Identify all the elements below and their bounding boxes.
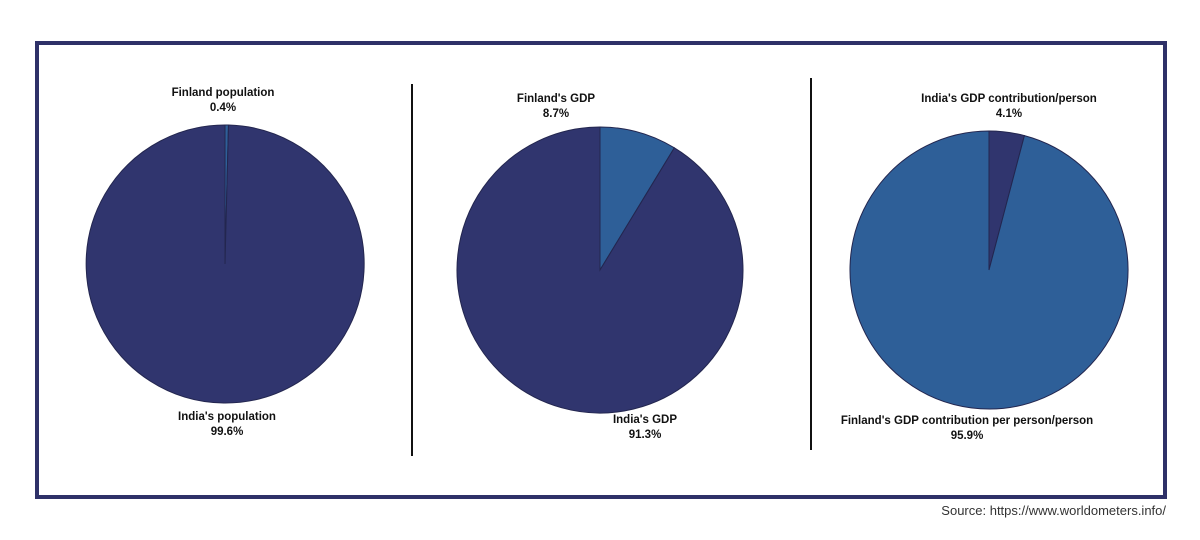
pie-3-value-1: 4.1% <box>996 108 1022 120</box>
pie-2-value-2: 91.3% <box>629 429 662 441</box>
pie-3-value-2: 95.9% <box>951 430 984 442</box>
source-caption: Source: https://www.worldometers.info/ <box>941 503 1166 518</box>
pie-2-label-1: Finland's GDP <box>517 93 595 105</box>
divider-right <box>810 78 812 450</box>
pie-1-value-2: 99.6% <box>211 426 244 438</box>
divider-left <box>411 84 413 456</box>
pie-1-label-1: Finland population <box>172 87 275 99</box>
pie-3-label-1: India's GDP contribution/person <box>921 93 1097 105</box>
pie-3-slice-2 <box>849 130 1129 410</box>
pie-1-label-2: India's population <box>178 411 276 423</box>
pie-2-value-1: 8.7% <box>543 108 569 120</box>
pie-1-value-1: 0.4% <box>210 102 236 114</box>
pie-2-label-2: India's GDP <box>613 414 677 426</box>
pie-1-slice-2 <box>85 124 365 404</box>
pie-2-slice-2 <box>456 126 744 414</box>
pie-3-label-2: Finland's GDP contribution per person/pe… <box>841 415 1093 427</box>
